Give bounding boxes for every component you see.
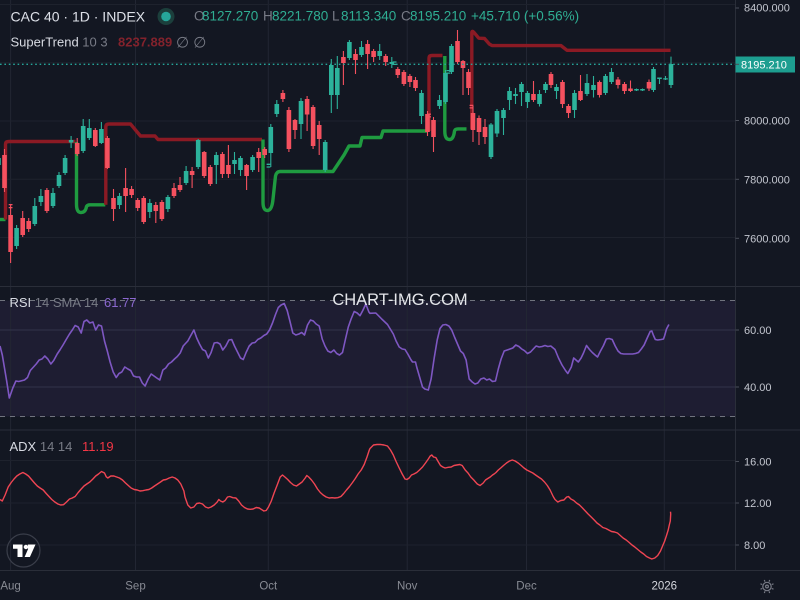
svg-text:CAC 40 · 1D · INDEX: CAC 40 · 1D · INDEX bbox=[11, 9, 146, 25]
svg-text:8127.270: 8127.270 bbox=[202, 9, 258, 24]
svg-text:Oct: Oct bbox=[259, 581, 278, 593]
svg-text:16.00: 16.00 bbox=[744, 457, 772, 469]
svg-text:8195.210: 8195.210 bbox=[741, 60, 787, 72]
svg-text:O: O bbox=[194, 9, 205, 24]
svg-text:Dec: Dec bbox=[516, 581, 537, 593]
svg-text:C: C bbox=[401, 9, 411, 24]
svg-text:8113.340: 8113.340 bbox=[341, 9, 396, 24]
svg-text:SuperTrend 10 3: SuperTrend 10 3 bbox=[11, 35, 108, 50]
svg-text:40.00: 40.00 bbox=[744, 382, 772, 394]
svg-text:7800.000: 7800.000 bbox=[744, 174, 790, 186]
svg-text:Sep: Sep bbox=[125, 581, 145, 593]
svg-text:8.00: 8.00 bbox=[744, 540, 765, 552]
svg-text:CHART-IMG.COM: CHART-IMG.COM bbox=[332, 291, 467, 309]
svg-text:8195.210: 8195.210 bbox=[410, 9, 466, 24]
svg-text:11.19: 11.19 bbox=[82, 439, 114, 454]
svg-text:Aug: Aug bbox=[0, 581, 20, 593]
svg-text:12.00: 12.00 bbox=[744, 498, 772, 510]
svg-text:ADX 14 14: ADX 14 14 bbox=[10, 439, 73, 454]
svg-text:L: L bbox=[332, 9, 340, 24]
svg-text:2026: 2026 bbox=[652, 581, 678, 593]
svg-text:RSI 14 SMA 14: RSI 14 SMA 14 bbox=[10, 295, 99, 310]
svg-text:∅ ∅: ∅ ∅ bbox=[176, 35, 206, 52]
svg-text:8237.889: 8237.889 bbox=[118, 35, 172, 50]
svg-text:H: H bbox=[263, 9, 273, 24]
svg-text:8400.000: 8400.000 bbox=[744, 3, 790, 15]
svg-text:8221.780: 8221.780 bbox=[272, 9, 328, 24]
svg-text:+45.710 (+0.56%): +45.710 (+0.56%) bbox=[471, 9, 579, 24]
svg-text:Nov: Nov bbox=[397, 581, 418, 593]
svg-text:7600.000: 7600.000 bbox=[744, 233, 790, 245]
svg-text:61.77: 61.77 bbox=[104, 295, 137, 310]
svg-text:60.00: 60.00 bbox=[744, 325, 772, 337]
svg-text:8000.000: 8000.000 bbox=[744, 116, 790, 128]
